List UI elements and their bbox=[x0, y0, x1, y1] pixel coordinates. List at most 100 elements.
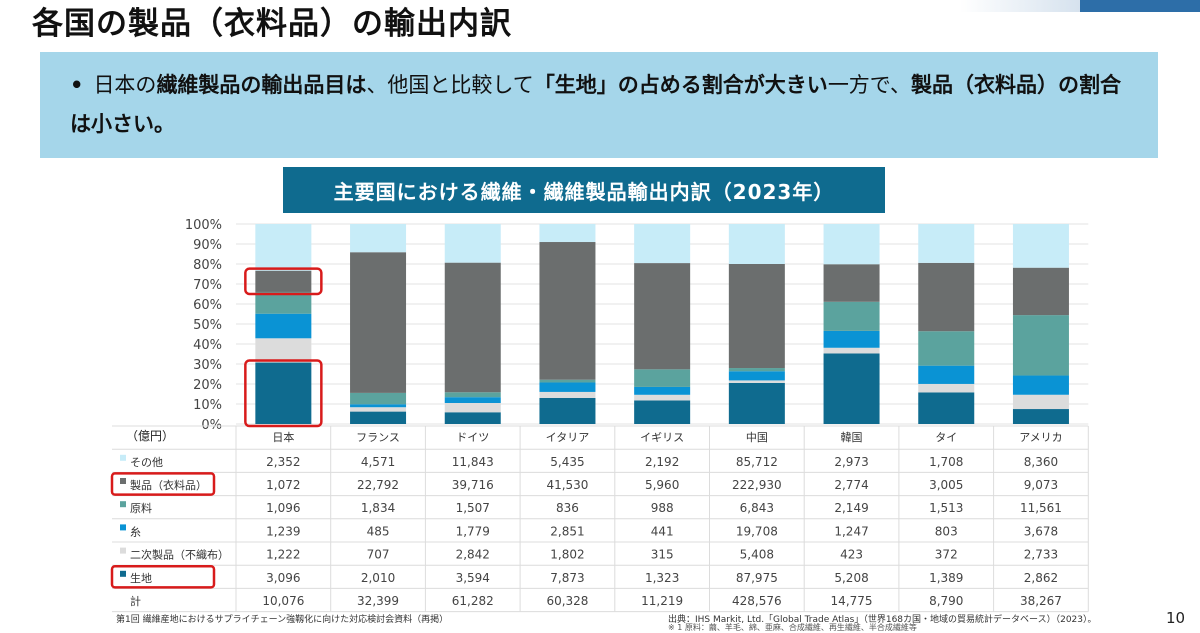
table-cell-value: 1,096 bbox=[266, 501, 300, 515]
x-category-label: 日本 bbox=[272, 430, 294, 444]
table-cell-value: 988 bbox=[651, 501, 674, 515]
bar-segment bbox=[1012, 267, 1069, 316]
summary-part-1: 日本の bbox=[93, 73, 157, 97]
bar-segment bbox=[255, 313, 312, 339]
footnote-left: 第1回 繊維産地におけるサプライチェーン強靱化に向けた対応検討会資料（再掲） bbox=[116, 615, 449, 625]
bar-segment bbox=[350, 407, 407, 412]
summary-box: • 日本の繊維製品の輸出品目は、他国と比較して「生地」の占める割合が大きい一方で、… bbox=[40, 52, 1158, 158]
table-cell-value: 423 bbox=[840, 548, 863, 562]
table-cell-value: 3,594 bbox=[456, 571, 490, 585]
legend-swatch bbox=[120, 570, 126, 577]
table-cell-value: 2,973 bbox=[834, 455, 868, 469]
legend-swatch bbox=[120, 501, 126, 508]
table-cell-value: 4,571 bbox=[361, 455, 395, 469]
table-cell-value: 1,222 bbox=[266, 548, 300, 562]
table-total-value: 428,576 bbox=[732, 594, 782, 608]
legend-swatch bbox=[120, 547, 126, 554]
table-cell-value: 485 bbox=[367, 524, 390, 538]
bar-segment bbox=[539, 397, 596, 424]
table-cell-value: 19,708 bbox=[736, 524, 778, 538]
bar-segment bbox=[823, 264, 880, 302]
highlight-bar-box bbox=[244, 267, 323, 296]
bar-segment bbox=[539, 379, 596, 383]
x-category-label: フランス bbox=[356, 431, 400, 444]
bar-segment bbox=[728, 224, 785, 264]
table-total-value: 11,219 bbox=[641, 594, 683, 608]
table-cell-value: 8,360 bbox=[1024, 455, 1058, 469]
table-cell-value: 803 bbox=[935, 524, 958, 538]
table-cell-value: 3,005 bbox=[929, 478, 963, 492]
header-decoration-fade bbox=[960, 0, 1080, 12]
table-cell-value: 5,208 bbox=[834, 571, 868, 585]
bar-segment bbox=[823, 330, 880, 348]
bar-segment bbox=[539, 391, 596, 398]
table-cell-value: 2,149 bbox=[834, 501, 868, 515]
bar-segment bbox=[444, 262, 501, 393]
table-cell-value: 5,408 bbox=[740, 548, 774, 562]
table-total-value: 14,775 bbox=[831, 594, 873, 608]
bar-segment bbox=[350, 252, 407, 393]
bar-segment bbox=[539, 224, 596, 243]
x-category-label: イギリス bbox=[640, 431, 684, 444]
y-tick-label: 10% bbox=[193, 398, 222, 413]
table-cell-value: 2,733 bbox=[1024, 548, 1058, 562]
legend-label: 二次製品（不織布） bbox=[130, 548, 229, 562]
y-tick-label: 60% bbox=[193, 298, 222, 313]
bar-segment bbox=[255, 291, 312, 314]
legend-swatch bbox=[120, 478, 126, 484]
table-cell-value: 7,873 bbox=[550, 571, 584, 585]
summary-part-7: 。 bbox=[154, 112, 175, 136]
legend-label: 原料 bbox=[130, 501, 152, 515]
bar-segment bbox=[444, 397, 501, 403]
x-category-label: 中国 bbox=[746, 431, 768, 444]
bar-segment bbox=[444, 224, 501, 263]
header-decoration-bar bbox=[1080, 0, 1200, 12]
bar-segment bbox=[728, 263, 785, 369]
legend-label: 生地 bbox=[130, 571, 152, 585]
table-cell-value: 5,960 bbox=[645, 478, 679, 492]
chart-title: 主要国における繊維・繊維製品輸出内訳（2023年） bbox=[283, 167, 885, 213]
y-tick-label: 80% bbox=[193, 258, 222, 273]
table-cell-value: 2,851 bbox=[550, 524, 584, 538]
table-cell-value: 1,389 bbox=[929, 571, 963, 585]
table-cell-value: 5,435 bbox=[550, 455, 584, 469]
highlight-row-box bbox=[110, 564, 216, 589]
table-cell-value: 2,774 bbox=[834, 478, 868, 492]
bar-segment bbox=[444, 402, 501, 413]
table-cell-value: 441 bbox=[651, 524, 674, 538]
table-cell-value: 1,834 bbox=[361, 501, 395, 515]
bar-segment bbox=[728, 380, 785, 383]
table-cell-value: 315 bbox=[651, 548, 674, 562]
table-cell-value: 41,530 bbox=[546, 478, 588, 492]
table-cell-value: 2,862 bbox=[1024, 571, 1058, 585]
bar-segment bbox=[255, 224, 312, 271]
table-cell-value: 372 bbox=[935, 548, 958, 562]
bar-segment bbox=[918, 392, 975, 424]
table-total-value: 10,076 bbox=[262, 594, 304, 608]
legend-label: 糸 bbox=[130, 525, 141, 538]
table-cell-value: 1,072 bbox=[266, 478, 300, 492]
table-cell-value: 3,096 bbox=[266, 571, 300, 585]
bar-segment bbox=[1012, 224, 1069, 268]
table-cell-value: 1,513 bbox=[929, 501, 963, 515]
table-cell-value: 85,712 bbox=[736, 455, 778, 469]
y-tick-label: 40% bbox=[193, 338, 222, 353]
x-category-label: アメリカ bbox=[1019, 431, 1062, 444]
table-cell-value: 39,716 bbox=[452, 478, 494, 492]
table-total-value: 32,399 bbox=[357, 594, 399, 608]
table-cell-value: 1,247 bbox=[834, 524, 868, 538]
y-tick-label: 20% bbox=[193, 378, 222, 393]
bar-segment bbox=[255, 338, 312, 363]
table-cell-value: 1,323 bbox=[645, 571, 679, 585]
bar-segment bbox=[634, 400, 691, 424]
table-cell-value: 222,930 bbox=[732, 478, 782, 492]
table-cell-value: 1,507 bbox=[456, 501, 490, 515]
x-category-label: イタリア bbox=[546, 431, 590, 444]
table-total-value: 8,790 bbox=[929, 594, 963, 608]
legend-label: その他 bbox=[130, 456, 163, 469]
bar-segment bbox=[1012, 409, 1069, 424]
table-cell-value: 11,561 bbox=[1020, 501, 1062, 515]
table-cell-value: 2,842 bbox=[456, 548, 490, 562]
table-cell-value: 22,792 bbox=[357, 478, 399, 492]
legend-swatch bbox=[120, 454, 126, 461]
